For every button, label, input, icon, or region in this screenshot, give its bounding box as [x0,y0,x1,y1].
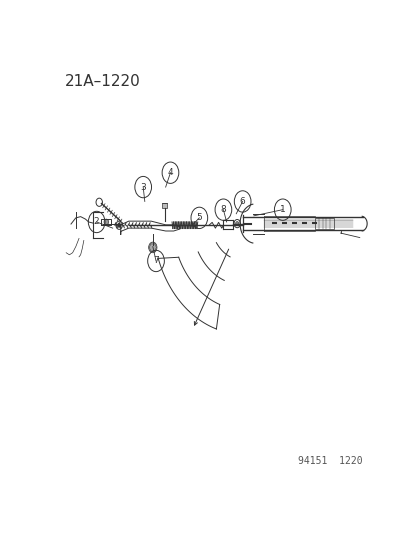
Text: 21A–1220: 21A–1220 [64,74,140,89]
Text: 94151  1220: 94151 1220 [298,456,362,466]
Text: 2: 2 [94,217,99,227]
Circle shape [148,242,157,253]
Text: 1: 1 [279,205,285,214]
Text: 5: 5 [196,213,202,222]
Text: 6: 6 [239,197,245,206]
Bar [162,204,167,208]
Circle shape [104,219,108,225]
Text: 7: 7 [153,256,159,265]
Text: 8: 8 [220,205,226,214]
Text: 4: 4 [167,168,173,177]
Circle shape [235,222,238,225]
Bar [314,218,333,229]
Text: 3: 3 [140,183,146,191]
Circle shape [117,223,121,227]
